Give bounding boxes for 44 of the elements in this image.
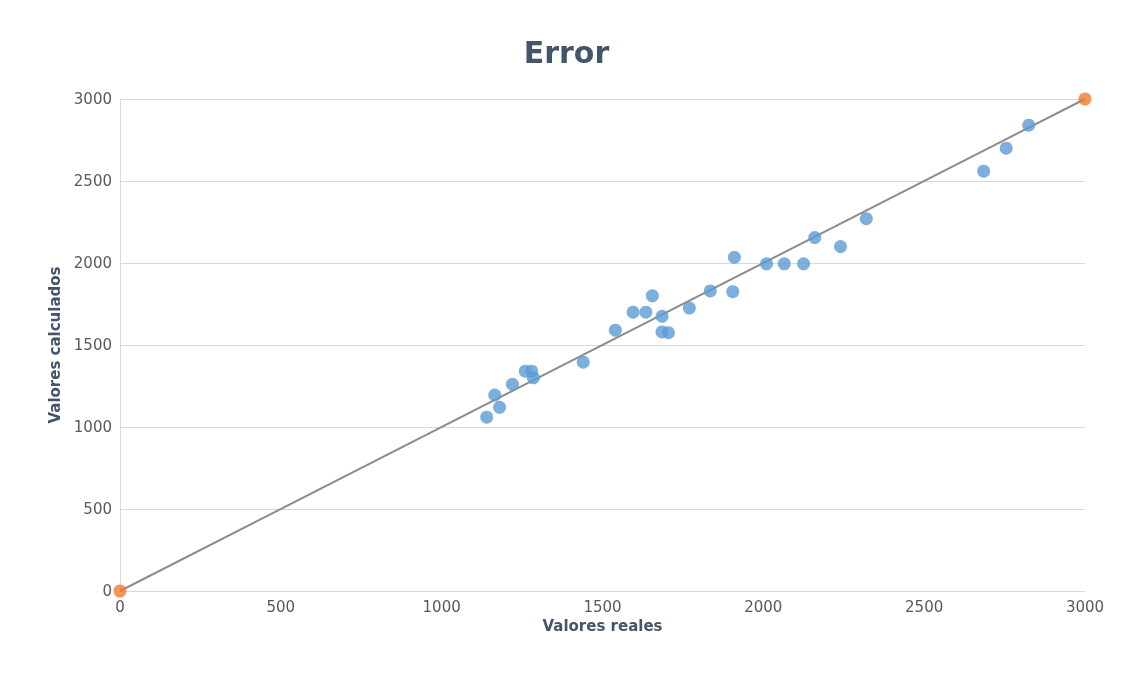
point xyxy=(645,289,659,303)
x-tick-label: 0 xyxy=(115,597,125,616)
point xyxy=(113,584,127,598)
point xyxy=(661,326,675,340)
x-tick-label: 1000 xyxy=(422,597,461,616)
y-tick-label: 1000 xyxy=(73,418,112,436)
point xyxy=(526,371,540,385)
point xyxy=(608,323,622,337)
point xyxy=(639,305,653,319)
point xyxy=(726,285,740,299)
point xyxy=(576,355,590,369)
point xyxy=(797,257,811,271)
point xyxy=(834,240,848,254)
x-tick-label: 2000 xyxy=(744,597,783,616)
point xyxy=(760,257,774,271)
x-tick-label: 2500 xyxy=(905,597,944,616)
point xyxy=(493,400,507,414)
x-tick-label: 1500 xyxy=(583,597,622,616)
point xyxy=(488,388,502,402)
x-axis-title: Valores reales xyxy=(542,617,663,636)
y-tick-label: 2000 xyxy=(73,254,112,272)
point xyxy=(655,309,669,323)
chart-title: Error xyxy=(523,34,610,70)
point xyxy=(505,377,519,391)
x-tick-label: 3000 xyxy=(1065,597,1105,616)
y-axis-title: Valores calculados xyxy=(46,266,65,424)
y-tick-label: 2500 xyxy=(73,172,112,190)
y-tick-label: 0 xyxy=(102,582,112,600)
point xyxy=(777,257,791,271)
point xyxy=(626,305,640,319)
y-tick-label: 3000 xyxy=(73,90,112,108)
point xyxy=(977,164,991,178)
point xyxy=(1078,92,1092,106)
point xyxy=(859,212,873,226)
point xyxy=(1022,118,1036,132)
point xyxy=(999,141,1013,155)
point xyxy=(480,410,494,424)
point xyxy=(727,250,741,264)
x-tick-label: 500 xyxy=(266,597,296,616)
point xyxy=(682,301,696,315)
y-tick-label: 500 xyxy=(83,500,112,518)
point xyxy=(703,284,717,298)
y-tick-label: 1500 xyxy=(73,336,112,354)
point xyxy=(808,231,822,245)
